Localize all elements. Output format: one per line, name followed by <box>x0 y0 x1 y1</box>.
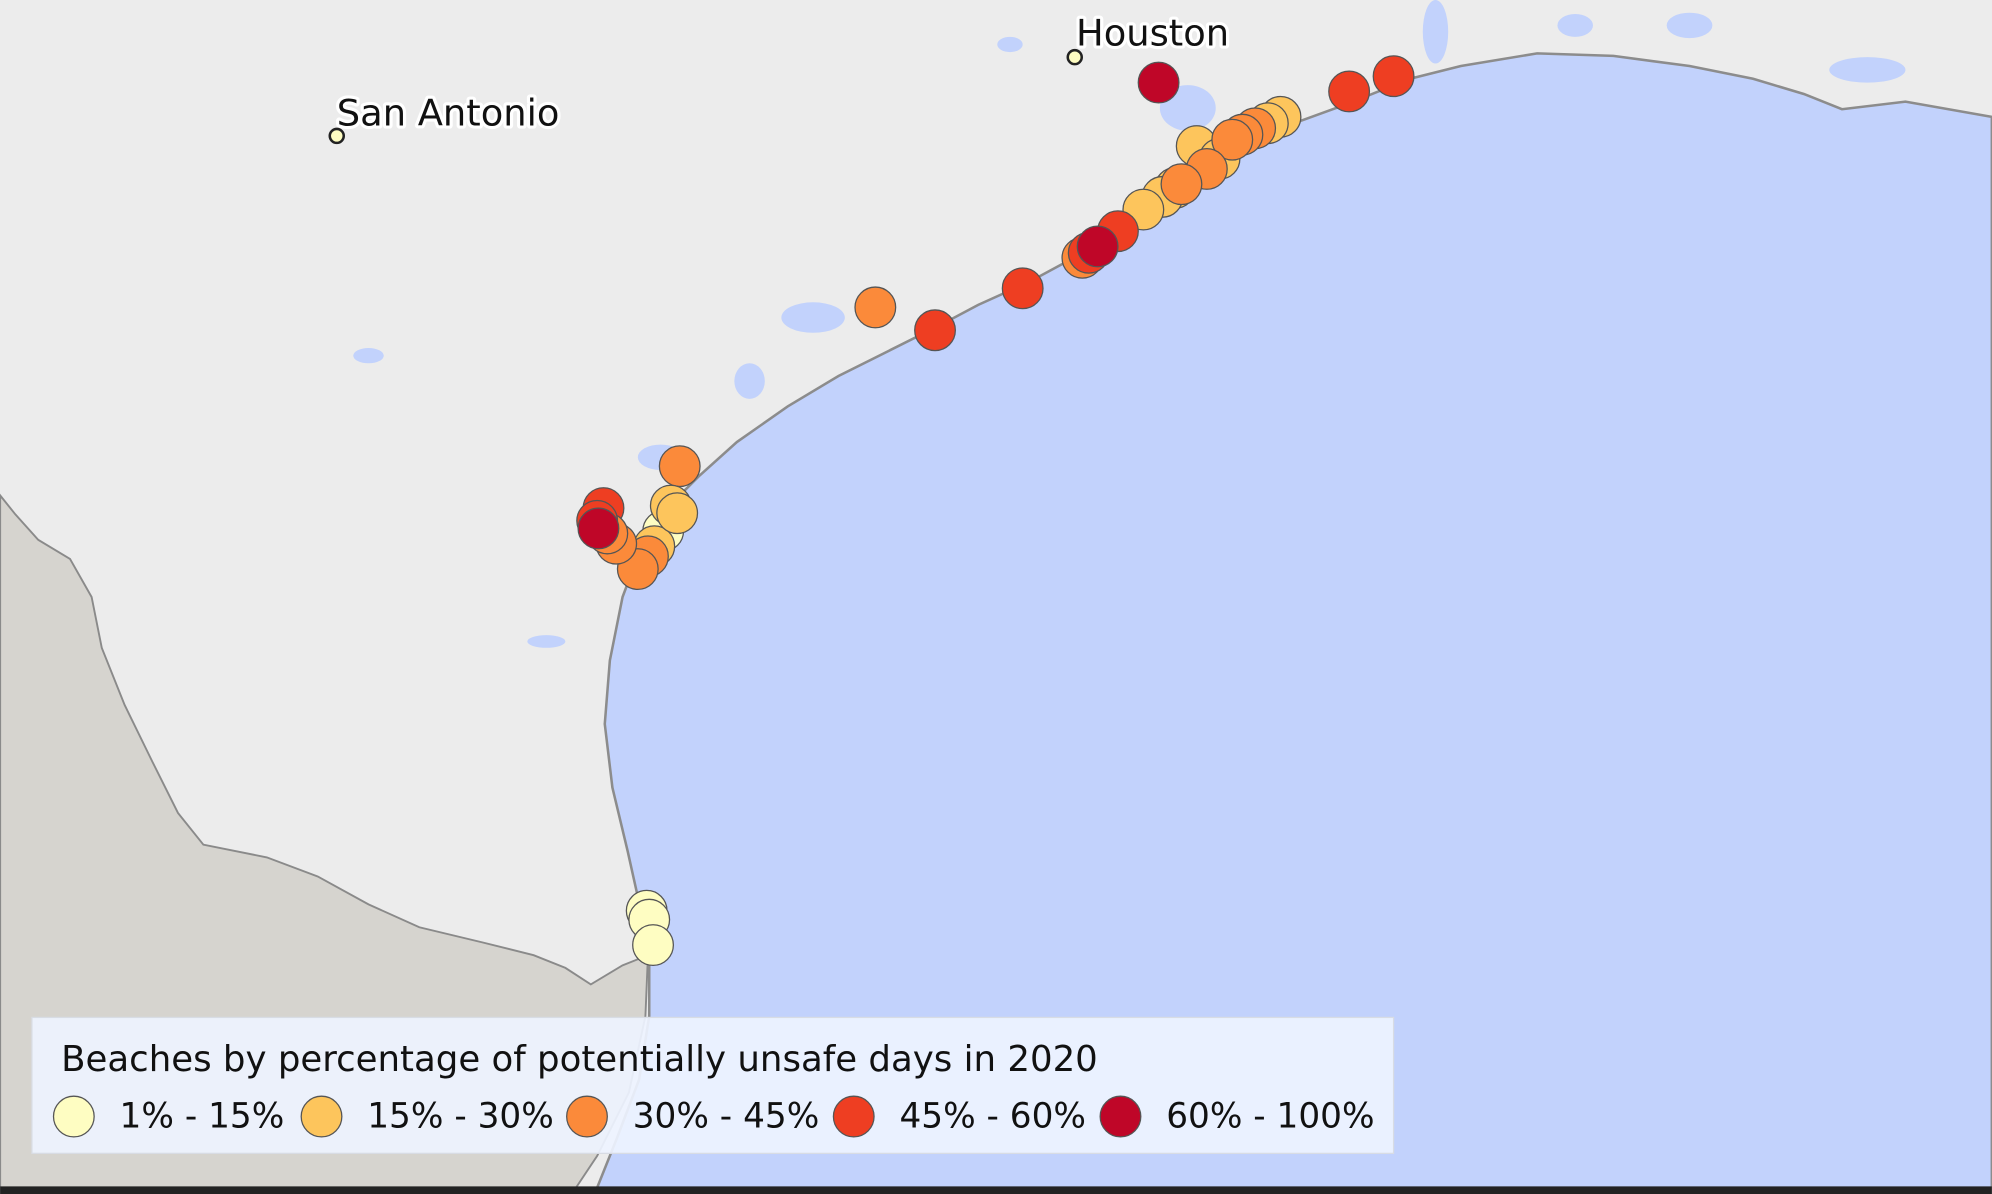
legend: Beaches by percentage of potentially uns… <box>31 1016 1395 1154</box>
beach-marker <box>1211 118 1254 161</box>
beach-marker <box>914 309 956 352</box>
city-label: San Antonio <box>337 92 560 135</box>
beach-marker <box>1001 267 1044 310</box>
beach-marker <box>656 492 699 535</box>
beach-marker <box>1160 163 1203 206</box>
city-dot <box>1066 48 1084 66</box>
city-dot <box>328 127 346 145</box>
legend-swatch <box>300 1095 343 1138</box>
legend-swatch <box>832 1095 875 1138</box>
beaches <box>576 55 1415 966</box>
legend-box <box>31 1016 1395 1154</box>
legend-swatch <box>52 1095 95 1138</box>
city-label: Houston <box>1076 12 1229 55</box>
legend-label: 1% - 15% <box>120 1096 285 1136</box>
legend-label: 45% - 60% <box>899 1096 1086 1136</box>
beach-marker <box>1076 225 1119 268</box>
beach-marker <box>632 924 675 966</box>
legend-swatch <box>1099 1095 1142 1138</box>
legend-swatch <box>566 1095 608 1138</box>
legend-label: 60% - 100% <box>1166 1096 1374 1136</box>
beach-marker <box>658 445 701 488</box>
legend-title: Beaches by percentage of potentially uns… <box>61 1039 1098 1080</box>
legend-label: 15% - 30% <box>367 1096 554 1136</box>
cities: San Antonio Houston <box>328 9 1232 145</box>
beach-marker <box>1328 70 1371 113</box>
beach-marker <box>1137 61 1180 104</box>
beach-marker <box>854 286 897 329</box>
legend-label: 30% - 45% <box>633 1096 820 1136</box>
bottom-bar <box>0 1186 1992 1194</box>
beach-marker <box>1372 55 1415 98</box>
beach-marker <box>577 507 620 550</box>
